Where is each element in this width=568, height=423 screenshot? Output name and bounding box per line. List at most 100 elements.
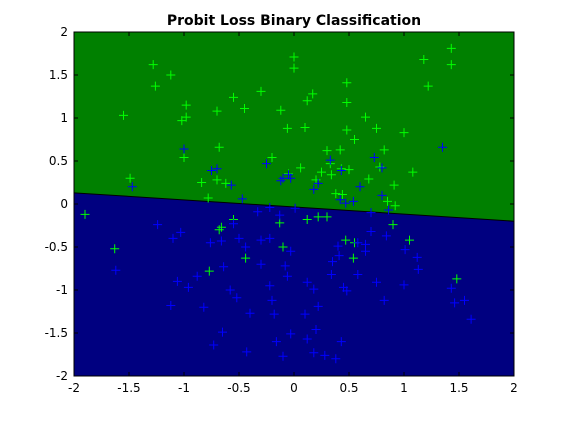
data-points (80, 43, 476, 364)
x-tick-label: 0 (290, 381, 298, 395)
x-tick-label: 2 (510, 381, 518, 395)
data-point (413, 264, 423, 274)
data-point (240, 104, 249, 114)
data-point (353, 270, 363, 280)
data-point (205, 238, 215, 248)
data-point (111, 265, 121, 275)
data-point (229, 92, 238, 102)
data-point (361, 112, 370, 122)
data-point (342, 286, 352, 296)
decision-regions (73, 32, 515, 376)
data-point (450, 298, 460, 308)
data-point (326, 270, 336, 280)
data-point (212, 164, 222, 174)
y-tick-label: 0 (60, 197, 68, 211)
data-point (344, 165, 354, 175)
data-point (168, 233, 178, 243)
data-point (269, 309, 279, 319)
data-point (366, 208, 376, 218)
x-tick-label: -2 (68, 381, 80, 395)
data-point (322, 212, 332, 222)
y-tick-label: 0.5 (49, 154, 68, 168)
data-point (232, 293, 242, 303)
data-point (408, 167, 418, 177)
data-point (399, 128, 409, 138)
data-point (265, 233, 275, 243)
data-point (267, 153, 277, 163)
data-point (302, 334, 312, 344)
data-point (226, 180, 236, 190)
y-tick-label: -1 (56, 283, 68, 297)
data-point (320, 350, 330, 360)
data-point (446, 60, 456, 70)
data-point (302, 96, 312, 106)
data-point (289, 52, 299, 62)
data-point (241, 242, 251, 252)
data-point (177, 116, 187, 126)
data-point (150, 81, 160, 91)
data-point (355, 182, 365, 192)
data-point (214, 142, 224, 152)
data-point (399, 280, 409, 290)
data-point (322, 146, 332, 156)
data-point (234, 233, 244, 243)
data-point (446, 283, 456, 293)
data-point (341, 198, 351, 208)
data-point (214, 225, 224, 235)
data-point (446, 43, 456, 53)
data-point (336, 165, 346, 175)
x-tick-label: -1.5 (117, 381, 140, 395)
data-point (183, 282, 193, 292)
data-point (311, 325, 321, 335)
data-point (225, 285, 235, 295)
data-point (300, 122, 310, 132)
x-tick-label: 0.5 (339, 381, 358, 395)
data-point (166, 300, 176, 310)
data-point (212, 175, 222, 185)
y-tick-label: -0.5 (45, 240, 68, 254)
data-point (127, 182, 137, 192)
data-point (313, 212, 323, 222)
data-point (276, 176, 286, 186)
data-point (377, 163, 387, 173)
data-point (377, 190, 387, 200)
data-point (153, 220, 163, 230)
data-point (369, 153, 379, 163)
data-point (384, 205, 394, 215)
data-point (242, 347, 252, 357)
data-point (400, 245, 410, 255)
data-point (438, 142, 447, 152)
data-point (361, 246, 370, 256)
data-point (419, 55, 429, 65)
data-point (172, 276, 182, 286)
data-point (317, 167, 326, 177)
data-point (271, 337, 281, 347)
decision-boundary-line (73, 192, 515, 222)
data-point (348, 253, 358, 263)
data-point (278, 242, 288, 252)
data-point (275, 218, 285, 228)
y-tick-label: 1 (60, 111, 68, 125)
data-point (331, 354, 341, 364)
data-point (326, 170, 336, 180)
data-point (237, 194, 247, 204)
data-point (342, 78, 352, 88)
data-point (309, 284, 319, 294)
data-point (466, 314, 476, 324)
data-point (212, 106, 222, 116)
data-point (309, 348, 319, 358)
data-point (423, 81, 433, 91)
data-point (265, 281, 275, 291)
x-tick-label: 1.5 (449, 381, 468, 395)
data-point (216, 236, 226, 246)
data-point (375, 162, 385, 172)
data-point (335, 195, 345, 205)
data-point (286, 173, 296, 183)
data-point (381, 231, 391, 241)
y-tick-label: 2 (60, 25, 68, 39)
y-tick-label: 1.5 (49, 68, 68, 82)
data-point (275, 210, 285, 220)
data-point (256, 86, 266, 96)
data-point (209, 340, 219, 350)
